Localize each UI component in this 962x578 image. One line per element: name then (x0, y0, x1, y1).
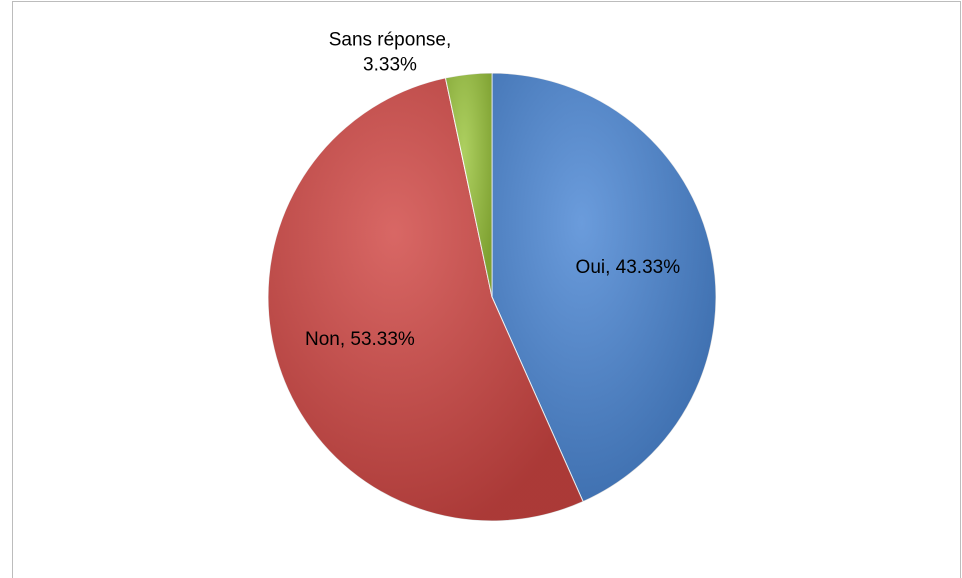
data-label: Non, 53.33% (305, 329, 415, 350)
data-label: Sans réponse, 3.33% (329, 30, 452, 76)
data-label: Oui, 43.33% (576, 257, 681, 278)
data-label-line: Sans réponse, (329, 30, 452, 51)
data-label-line: 3.33% (363, 55, 417, 76)
data-label-line: Non, 53.33% (305, 329, 415, 350)
data-label-line: Oui, 43.33% (576, 257, 681, 278)
